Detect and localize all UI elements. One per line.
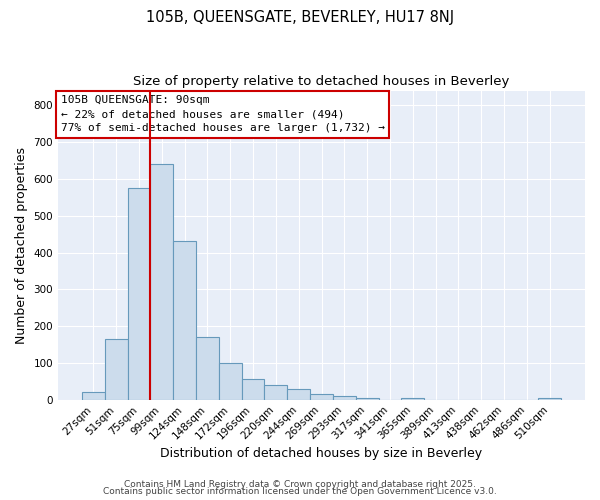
Bar (242, 380, 265, 400)
Bar (105, 339, 128, 400)
Bar (196, 337, 219, 400)
Title: Size of property relative to detached houses in Beverley: Size of property relative to detached ho… (133, 75, 510, 88)
Bar (538, 398, 561, 400)
Bar (333, 396, 356, 400)
X-axis label: Distribution of detached houses by size in Beverley: Distribution of detached houses by size … (160, 447, 482, 460)
Text: Contains public sector information licensed under the Open Government Licence v3: Contains public sector information licen… (103, 487, 497, 496)
Bar (151, 164, 173, 400)
Text: 105B QUEENSGATE: 90sqm
← 22% of detached houses are smaller (494)
77% of semi-de: 105B QUEENSGATE: 90sqm ← 22% of detached… (61, 95, 385, 133)
Y-axis label: Number of detached properties: Number of detached properties (15, 146, 28, 344)
Bar (401, 398, 424, 400)
Bar (173, 242, 196, 400)
Bar (287, 388, 310, 400)
Bar (310, 394, 333, 400)
Text: Contains HM Land Registry data © Crown copyright and database right 2025.: Contains HM Land Registry data © Crown c… (124, 480, 476, 489)
Bar (356, 398, 379, 400)
Bar (128, 188, 151, 400)
Bar (219, 363, 242, 400)
Bar (82, 392, 105, 400)
Bar (265, 385, 287, 400)
Text: 105B, QUEENSGATE, BEVERLEY, HU17 8NJ: 105B, QUEENSGATE, BEVERLEY, HU17 8NJ (146, 10, 454, 25)
